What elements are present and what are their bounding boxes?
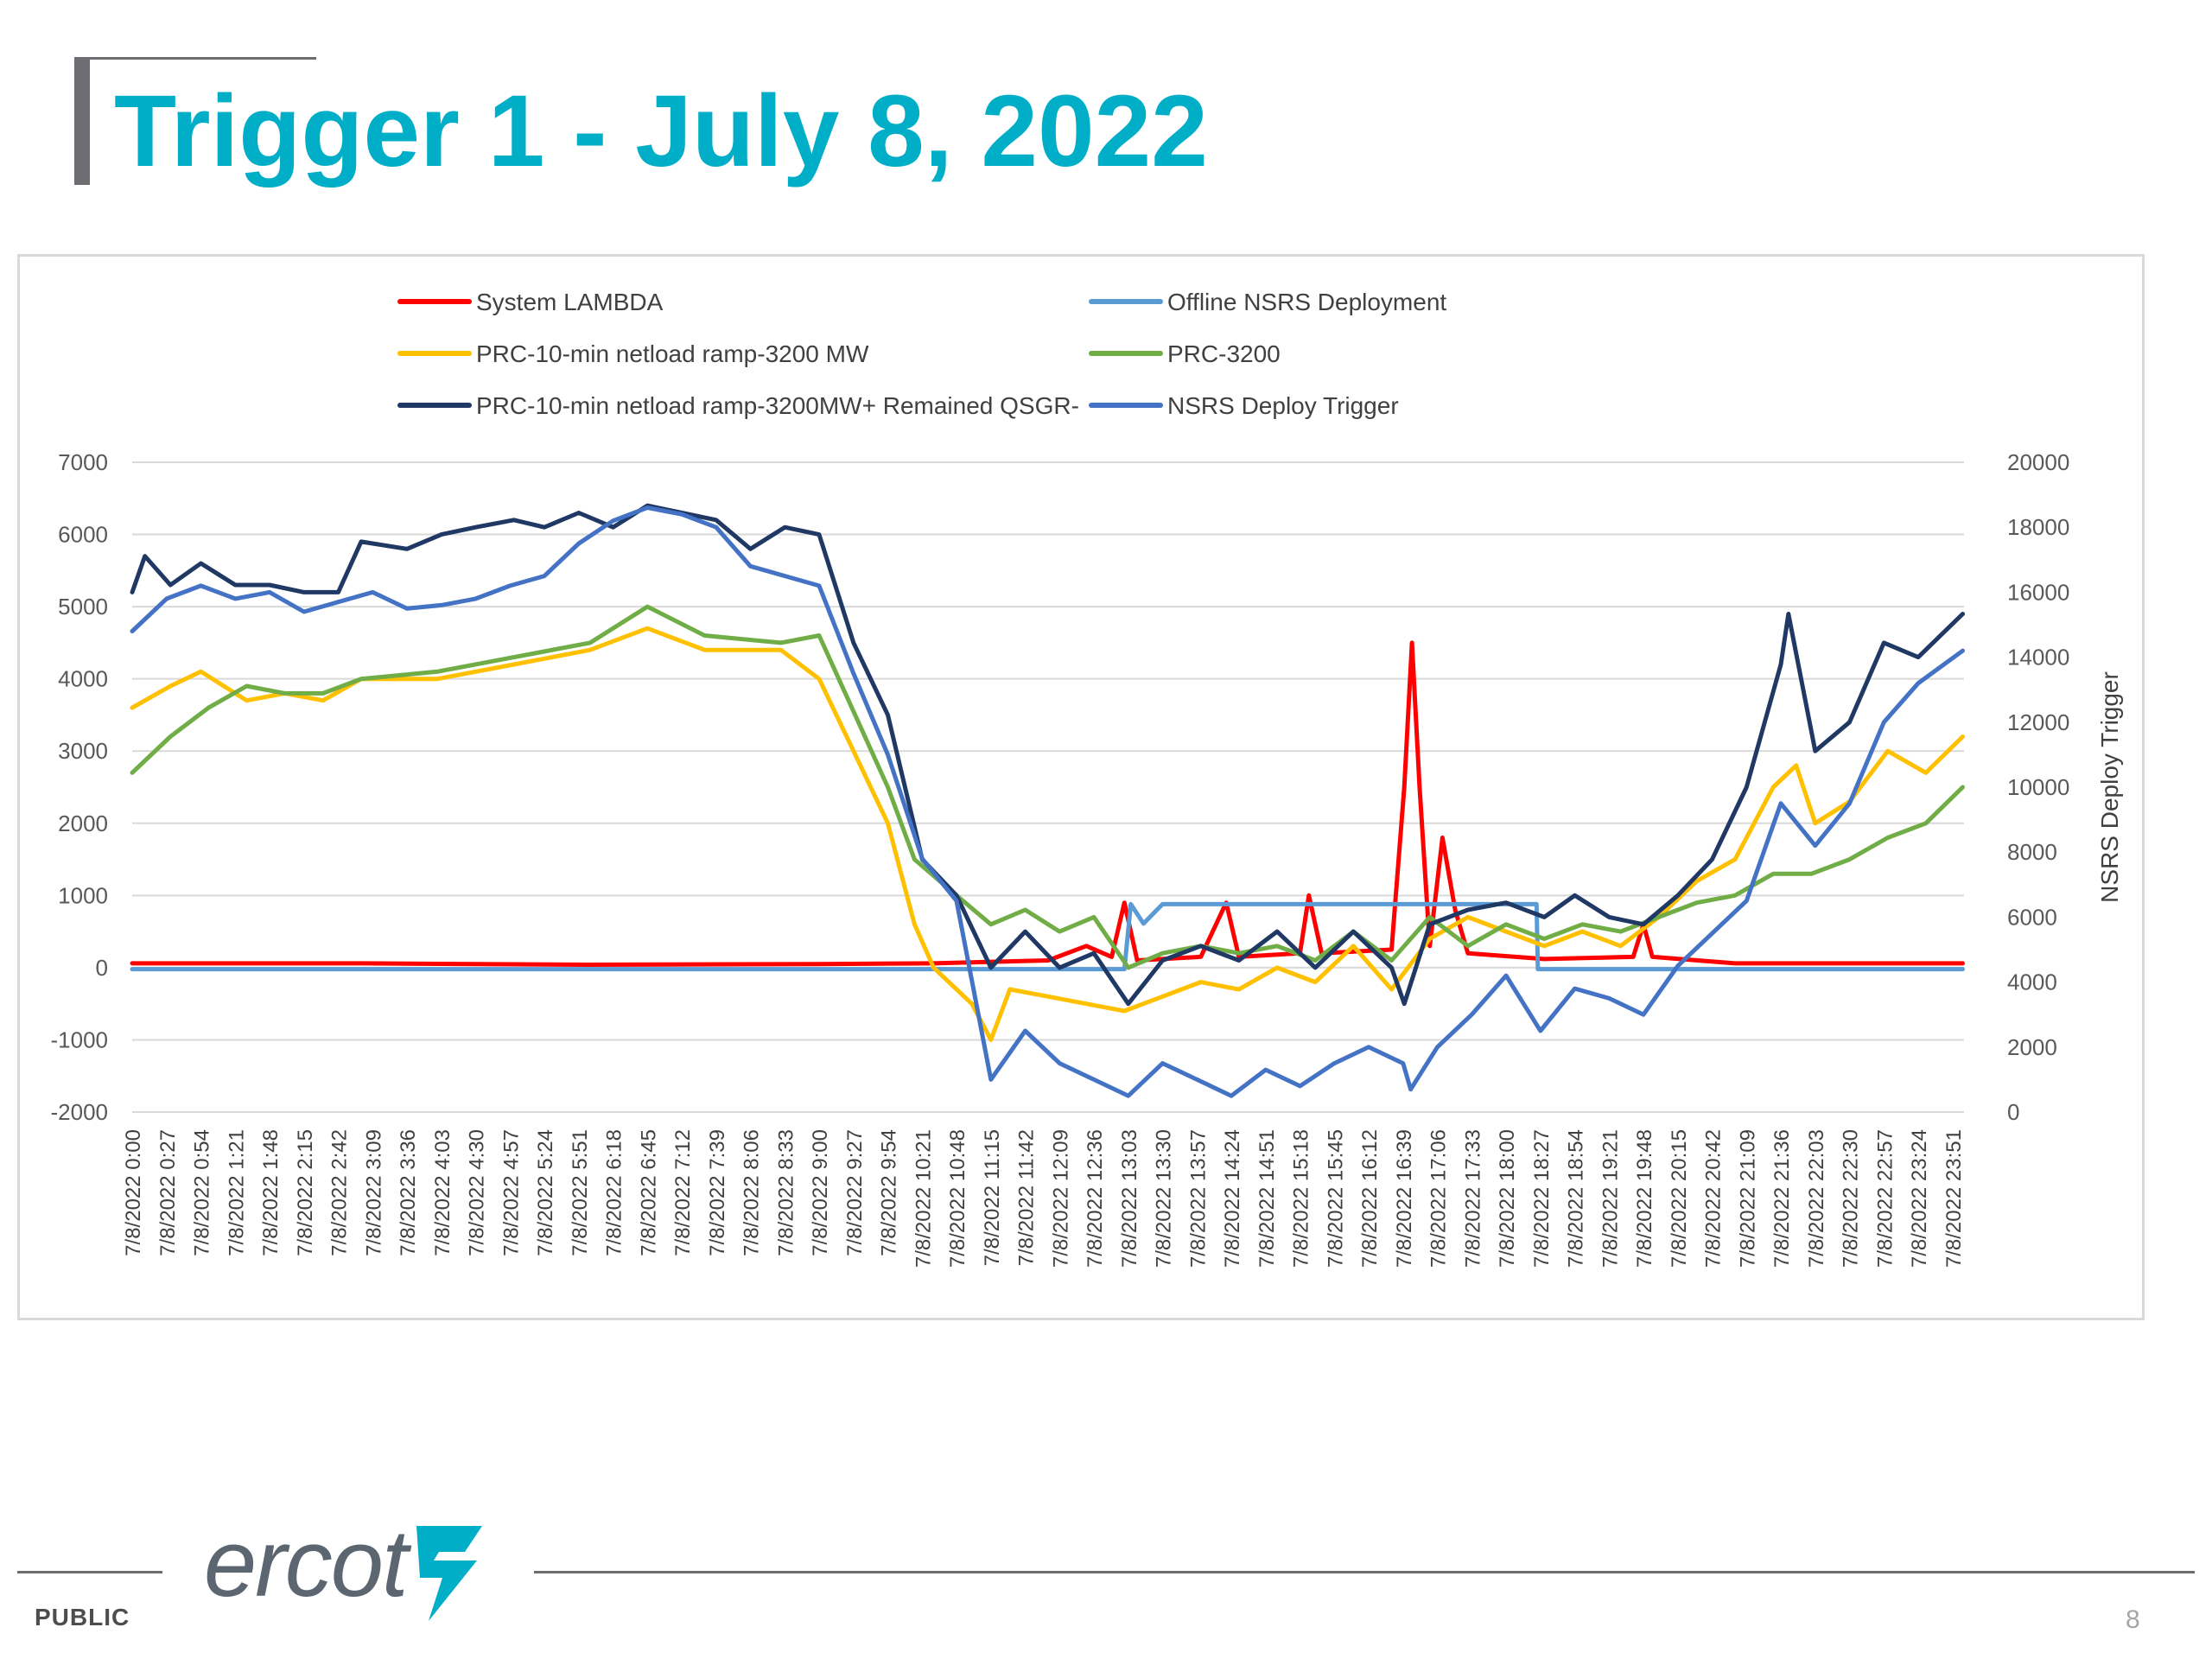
ercot-lightning-mark-icon: [416, 1526, 482, 1621]
right-tick-label: 18000: [2007, 514, 2069, 540]
x-tick-label: 7/8/2022 22:57: [1873, 1129, 1897, 1268]
x-tick-label: 7/8/2022 9:54: [878, 1129, 901, 1256]
right-tick-label: 20000: [2007, 449, 2069, 475]
right-tick-label: 0: [2007, 1099, 2019, 1125]
legend-label: Offline NSRS Deployment: [1167, 289, 1446, 315]
x-tick-label: 7/8/2022 13:03: [1118, 1129, 1141, 1268]
right-tick-label: 2000: [2007, 1034, 2057, 1060]
x-tick-label: 7/8/2022 1:48: [259, 1129, 283, 1256]
x-tick-label: 7/8/2022 15:18: [1290, 1129, 1313, 1268]
x-tick-label: 7/8/2022 13:30: [1153, 1129, 1176, 1268]
x-tick-label: 7/8/2022 9:27: [843, 1129, 867, 1256]
x-tick-label: 7/8/2022 10:21: [912, 1129, 935, 1268]
x-tick-label: 7/8/2022 23:24: [1908, 1129, 1931, 1268]
right-tick-label: 16000: [2007, 579, 2069, 605]
x-tick-label: 7/8/2022 16:39: [1393, 1129, 1416, 1268]
left-tick-label: 5000: [58, 594, 108, 620]
page-number: 8: [2126, 1605, 2140, 1634]
legend-label: PRC-10-min netload ramp-3200MW+ Remained…: [476, 392, 1079, 419]
series-line: [130, 640, 1965, 967]
legend-label: PRC-10-min netload ramp-3200 MW: [476, 340, 869, 367]
x-tick-label: 7/8/2022 17:06: [1427, 1129, 1451, 1268]
line-chart: 70006000500040003000200010000-1000-20002…: [51, 289, 2124, 1268]
x-tick-label: 7/8/2022 21:36: [1770, 1129, 1794, 1268]
x-tick-label: 7/8/2022 23:51: [1942, 1129, 1966, 1268]
series-line: [130, 901, 1965, 972]
left-tick-label: 1000: [58, 882, 108, 908]
ercot-logo: ercot: [204, 1510, 409, 1617]
x-tick-label: 7/8/2022 4:03: [431, 1129, 454, 1256]
left-tick-label: 3000: [58, 738, 108, 764]
x-tick-label: 7/8/2022 0:27: [156, 1129, 180, 1256]
classification-label: PUBLIC: [35, 1604, 130, 1630]
right-tick-label: 8000: [2007, 839, 2057, 865]
x-tick-label: 7/8/2022 12:09: [1049, 1129, 1072, 1268]
x-tick-label: 7/8/2022 14:51: [1255, 1129, 1279, 1268]
left-tick-label: 0: [96, 955, 108, 981]
x-tick-label: 7/8/2022 12:36: [1084, 1129, 1107, 1268]
left-tick-label: 7000: [58, 449, 108, 475]
series-line: [130, 505, 1965, 1098]
x-tick-label: 7/8/2022 5:51: [569, 1129, 592, 1256]
x-tick-label: 7/8/2022 16:12: [1358, 1129, 1382, 1268]
title-accent-bar: [74, 57, 90, 185]
x-tick-label: 7/8/2022 1:21: [225, 1129, 248, 1256]
x-tick-label: 7/8/2022 0:00: [122, 1129, 145, 1256]
x-tick-label: 7/8/2022 21:09: [1736, 1129, 1759, 1268]
x-tick-label: 7/8/2022 8:06: [741, 1129, 764, 1256]
series-line: [130, 604, 1965, 970]
x-tick-label: 7/8/2022 2:15: [294, 1129, 317, 1256]
chart-frame: 7000 6000 5000 4000 3000 2000 1000 0 -1000 -2000 2…: [17, 254, 2145, 1320]
x-tick-label: 7/8/2022 13:57: [1186, 1129, 1210, 1268]
left-tick-label: 6000: [58, 522, 108, 548]
slide-title: Trigger 1 - July 8, 2022: [114, 74, 1208, 188]
right-tick-label: 14000: [2007, 645, 2069, 671]
legend-label: NSRS Deploy Trigger: [1167, 392, 1399, 419]
footer-rule-left: [17, 1571, 162, 1573]
legend-label: System LAMBDA: [476, 289, 664, 315]
x-tick-label: 7/8/2022 9:00: [809, 1129, 832, 1256]
x-tick-label: 7/8/2022 3:09: [362, 1129, 385, 1256]
x-tick-label: 7/8/2022 0:54: [191, 1129, 214, 1256]
x-tick-label: 7/8/2022 11:42: [1015, 1129, 1039, 1266]
x-tick-label: 7/8/2022 7:39: [706, 1129, 729, 1256]
x-tick-label: 7/8/2022 15:45: [1324, 1129, 1347, 1268]
x-tick-label: 7/8/2022 4:30: [466, 1129, 489, 1256]
x-tick-label: 7/8/2022 6:18: [603, 1129, 626, 1256]
right-tick-label: 4000: [2007, 969, 2057, 995]
x-tick-label: 7/8/2022 20:15: [1668, 1129, 1691, 1268]
x-tick-label: 7/8/2022 3:36: [397, 1129, 420, 1256]
x-tick-label: 7/8/2022 22:30: [1840, 1129, 1863, 1268]
left-tick-label: 2000: [58, 810, 108, 836]
x-tick-label: 7/8/2022 18:27: [1530, 1129, 1554, 1268]
x-tick-label: 7/8/2022 10:48: [946, 1129, 969, 1268]
x-tick-label: 7/8/2022 7:12: [671, 1129, 695, 1256]
x-tick-label: 7/8/2022 5:24: [534, 1129, 557, 1256]
x-tick-label: 7/8/2022 22:03: [1805, 1129, 1828, 1268]
x-tick-label: 7/8/2022 18:00: [1496, 1129, 1519, 1268]
x-tick-label: 7/8/2022 14:24: [1221, 1129, 1244, 1268]
x-tick-label: 7/8/2022 2:42: [328, 1129, 352, 1256]
x-tick-label: 7/8/2022 19:48: [1633, 1129, 1656, 1268]
x-tick-label: 7/8/2022 11:15: [981, 1129, 1004, 1266]
right-axis-title: NSRS Deploy Trigger: [2096, 671, 2123, 903]
x-tick-label: 7/8/2022 17:33: [1461, 1129, 1484, 1268]
right-tick-label: 6000: [2007, 904, 2057, 930]
right-tick-label: 10000: [2007, 774, 2069, 800]
left-tick-label: 4000: [58, 666, 108, 692]
series-line: [130, 503, 1965, 1007]
series-line: [130, 626, 1965, 1042]
left-tick-label: -2000: [51, 1099, 109, 1125]
x-tick-label: 7/8/2022 18:54: [1565, 1129, 1588, 1268]
footer-rule-right: [534, 1571, 2195, 1573]
x-tick-label: 7/8/2022 8:33: [774, 1129, 798, 1256]
title-accent-rule: [74, 57, 316, 60]
x-tick-label: 7/8/2022 6:45: [637, 1129, 660, 1256]
x-tick-label: 7/8/2022 4:57: [499, 1129, 523, 1256]
legend-label: PRC-3200: [1167, 340, 1281, 367]
x-tick-label: 7/8/2022 19:21: [1599, 1129, 1622, 1268]
left-tick-label: -1000: [51, 1027, 109, 1052]
x-tick-label: 7/8/2022 20:42: [1702, 1129, 1726, 1268]
right-tick-label: 12000: [2007, 709, 2069, 735]
